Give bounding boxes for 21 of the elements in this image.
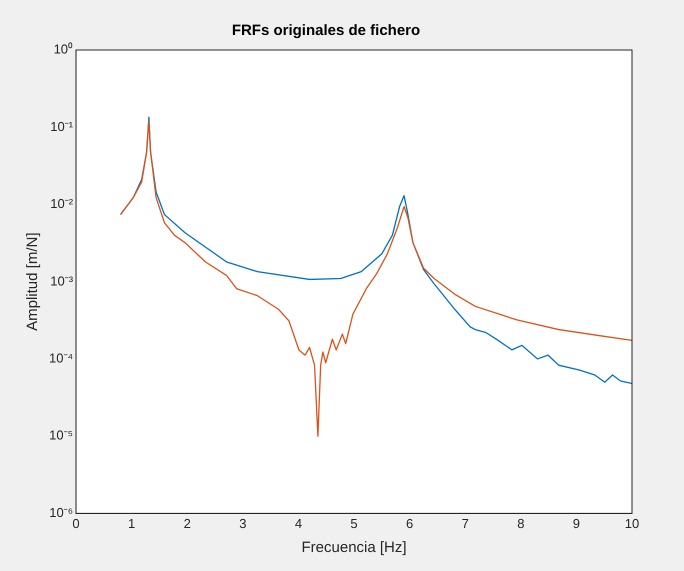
x-tick-label: 2: [184, 516, 191, 531]
x-tick-label: 6: [406, 516, 414, 531]
x-tick-label: 8: [517, 516, 524, 531]
y-tick-label: 10⁰: [54, 42, 74, 57]
y-tick-label: 10⁻¹: [50, 118, 74, 134]
y-axis-title: Amplitud [m/N]: [24, 232, 42, 331]
y-tick-label: 10⁻⁵: [49, 428, 74, 443]
x-tick-label: 4: [294, 516, 302, 531]
chart-title: FRFs originales de fichero: [232, 22, 420, 40]
x-tick-label: 9: [572, 516, 580, 531]
x-tick-label: 0: [72, 516, 80, 531]
x-tick-label: 7: [462, 516, 469, 531]
x-tick-label: 5: [350, 516, 358, 531]
x-tick-label: 3: [239, 516, 246, 531]
x-axis-title: Frecuencia [Hz]: [302, 539, 407, 556]
y-tick-label: 10⁻³: [50, 273, 74, 288]
x-tick-label: 1: [128, 516, 136, 531]
y-tick-label: 10⁻⁴: [49, 350, 74, 366]
x-tick-label: 10: [624, 516, 640, 531]
y-tick-label: 10⁻⁶: [49, 504, 74, 520]
y-tick-label: 10⁻²: [50, 196, 74, 212]
